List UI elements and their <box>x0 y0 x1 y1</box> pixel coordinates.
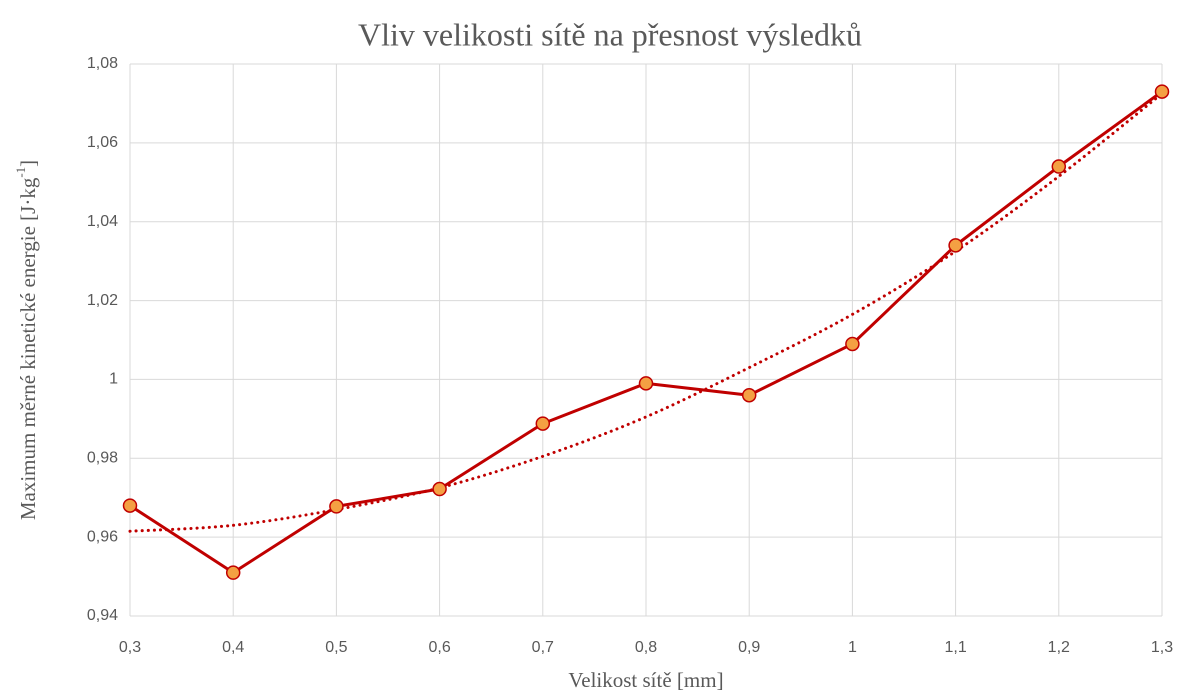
marker <box>329 499 344 514</box>
x-tick-label: 1,2 <box>1048 639 1070 656</box>
x-tick-label: 1 <box>848 639 857 656</box>
trendline <box>128 92 1164 533</box>
x-tick-label: 0,9 <box>738 639 760 656</box>
marker <box>432 481 447 497</box>
x-tick-label: 1,1 <box>944 639 966 656</box>
y-axis-label: Maximum měrné kinetické energie [J·kg-1] <box>13 160 40 520</box>
marker <box>535 416 551 431</box>
y-tick-label: 1 <box>109 371 118 388</box>
y-tick-label: 0,96 <box>87 528 118 545</box>
marker <box>741 387 757 403</box>
marker <box>845 336 860 352</box>
x-tick-label: 0,5 <box>325 639 347 656</box>
marker <box>638 376 654 391</box>
x-tick-label: 0,7 <box>532 639 554 656</box>
y-tick-label: 1,02 <box>87 292 118 309</box>
chart-title: Vliv velikosti sítě na přesnost výsledků <box>358 16 862 52</box>
marker <box>948 238 963 253</box>
y-tick-label: 0,94 <box>87 607 118 624</box>
y-tick-label: 1,06 <box>87 134 118 151</box>
y-axis-label-main: Maximum měrné kinetické energie [J·kg <box>16 177 40 520</box>
x-tick-label: 0,3 <box>119 639 141 656</box>
x-tick-label: 0,8 <box>635 639 657 656</box>
x-tick-label: 1,3 <box>1151 639 1173 656</box>
marker <box>1051 159 1067 174</box>
y-axis-label-sup: -1 <box>13 167 28 178</box>
marker <box>122 498 138 513</box>
y-tick-label: 1,04 <box>87 213 118 230</box>
marker <box>225 565 241 580</box>
x-axis-label: Velikost sítě [mm] <box>568 668 723 692</box>
y-axis-label-end: ] <box>16 160 40 167</box>
y-tick-label: 0,98 <box>87 450 118 467</box>
x-tick-label: 0,4 <box>222 639 244 656</box>
y-tick-label: 1,08 <box>87 55 118 72</box>
marker <box>1154 84 1170 99</box>
x-tick-label: 0,6 <box>428 639 450 656</box>
